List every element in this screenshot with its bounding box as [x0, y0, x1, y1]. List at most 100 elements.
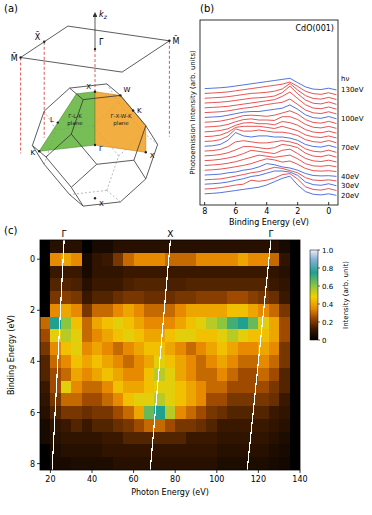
- heat-cell: [92, 240, 103, 253]
- heat-cell: [113, 406, 124, 419]
- heat-cell: [102, 368, 113, 381]
- heat-cell: [165, 304, 176, 317]
- heat-cell: [102, 278, 113, 291]
- k-point: [19, 56, 21, 58]
- heat-cell: [154, 266, 165, 279]
- figure: (a)kzΓ̄X̄M̄M̄ΓXWKXLKXΓ-L-KplaneΓ-X-W-Kpl…: [0, 0, 372, 515]
- heat-cell: [71, 304, 82, 317]
- heat-cell: [154, 368, 165, 381]
- heat-cell: [238, 317, 249, 330]
- heat-cell: [217, 457, 228, 470]
- heat-cell: [217, 278, 228, 291]
- heat-cell: [71, 278, 82, 291]
- bz-edge: [71, 164, 96, 187]
- heat-cell: [71, 355, 82, 368]
- heat-cell: [165, 419, 176, 432]
- heat-cell: [186, 253, 197, 266]
- bz-edge: [44, 164, 69, 194]
- axis-title: Photoemission Intensity (arb. units): [189, 50, 197, 175]
- heat-cell: [61, 342, 72, 355]
- heat-cell: [61, 393, 72, 406]
- heat-cell: [175, 406, 186, 419]
- heat-cell: [248, 329, 259, 342]
- projection-line: [169, 41, 170, 137]
- heat-cell: [206, 329, 217, 342]
- k-point: [43, 41, 45, 43]
- heat-cell: [269, 381, 280, 394]
- heat-cell: [113, 393, 124, 406]
- heat-cell: [238, 278, 249, 291]
- k-point-label: W: [123, 86, 130, 94]
- heat-cell: [102, 419, 113, 432]
- heat-cell: [92, 291, 103, 304]
- heat-cell: [123, 355, 134, 368]
- heat-cell: [290, 304, 300, 317]
- panel-label: (a): [4, 3, 18, 14]
- heat-cell: [165, 457, 176, 470]
- heat-cell: [175, 253, 186, 266]
- heat-cell: [279, 444, 290, 457]
- heat-cell: [227, 240, 238, 253]
- heat-cell: [196, 317, 207, 330]
- heat-cell: [50, 355, 61, 368]
- heat-cell: [40, 355, 51, 368]
- heat-cell: [113, 304, 124, 317]
- heat-cell: [154, 291, 165, 304]
- heat-cell: [258, 444, 269, 457]
- heat-cell: [217, 253, 228, 266]
- colorbar: [310, 250, 318, 340]
- axis-label: kz: [99, 10, 108, 20]
- series-label: 20eV: [341, 192, 359, 200]
- heat-cell: [165, 342, 176, 355]
- spectrum: [205, 144, 337, 157]
- heat-cell: [82, 355, 93, 368]
- axis-label-sub: z: [103, 13, 108, 20]
- heat-cell: [206, 342, 217, 355]
- heat-cell: [196, 278, 207, 291]
- heat-cell: [82, 342, 93, 355]
- heat-cell: [227, 406, 238, 419]
- k-point-label: M̄: [172, 35, 179, 45]
- heat-cell: [269, 419, 280, 432]
- annotation-label: X: [167, 229, 173, 239]
- symmetry-line: [247, 240, 271, 470]
- tick-label: 2: [30, 306, 35, 315]
- bz-edge: [70, 195, 84, 207]
- heat-cell: [71, 291, 82, 304]
- heat-cell: [92, 406, 103, 419]
- plot-bg: [40, 240, 300, 470]
- colorbar-tick: [318, 286, 320, 287]
- heat-cell: [217, 266, 228, 279]
- heat-cell: [217, 317, 228, 330]
- heat-cell: [102, 432, 113, 445]
- heat-cell: [258, 355, 269, 368]
- tick: [37, 412, 40, 413]
- heat-cell: [102, 355, 113, 368]
- heat-cell: [144, 393, 155, 406]
- heat-cell: [61, 368, 72, 381]
- heat-cell: [61, 240, 72, 253]
- heat-cell: [248, 253, 259, 266]
- heat-cell: [290, 291, 300, 304]
- heat-cell: [175, 304, 186, 317]
- heat-cell: [123, 304, 134, 317]
- heat-cell: [248, 304, 259, 317]
- heat-cell: [196, 432, 207, 445]
- heat-cell: [123, 342, 134, 355]
- heat-cell: [144, 355, 155, 368]
- heat-cell: [82, 368, 93, 381]
- k-point-label: L: [50, 116, 54, 124]
- heat-cell: [227, 457, 238, 470]
- bz-edge: [32, 111, 44, 145]
- heat-cell: [206, 406, 217, 419]
- plane-label: Γ-L-Kplane: [67, 113, 83, 127]
- heat-cell: [123, 240, 134, 253]
- bz-edge: [70, 88, 84, 100]
- tick: [37, 361, 40, 362]
- tick-label: 6: [233, 207, 238, 216]
- heat-cell: [144, 278, 155, 291]
- heat-cell: [186, 240, 197, 253]
- heat-cell: [227, 444, 238, 457]
- k-point: [119, 94, 121, 96]
- green-plane: [39, 92, 95, 152]
